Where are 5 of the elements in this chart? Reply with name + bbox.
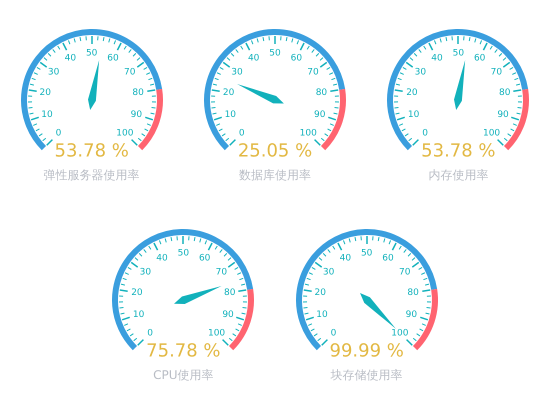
category-label: 内存使用率 xyxy=(428,168,488,182)
category-label: 数据库使用率 xyxy=(239,168,311,182)
category-label: 块存储使用率 xyxy=(330,368,403,382)
category-label: CPU使用率 xyxy=(153,368,214,382)
category-label: 弹性服务器使用率 xyxy=(44,168,140,182)
